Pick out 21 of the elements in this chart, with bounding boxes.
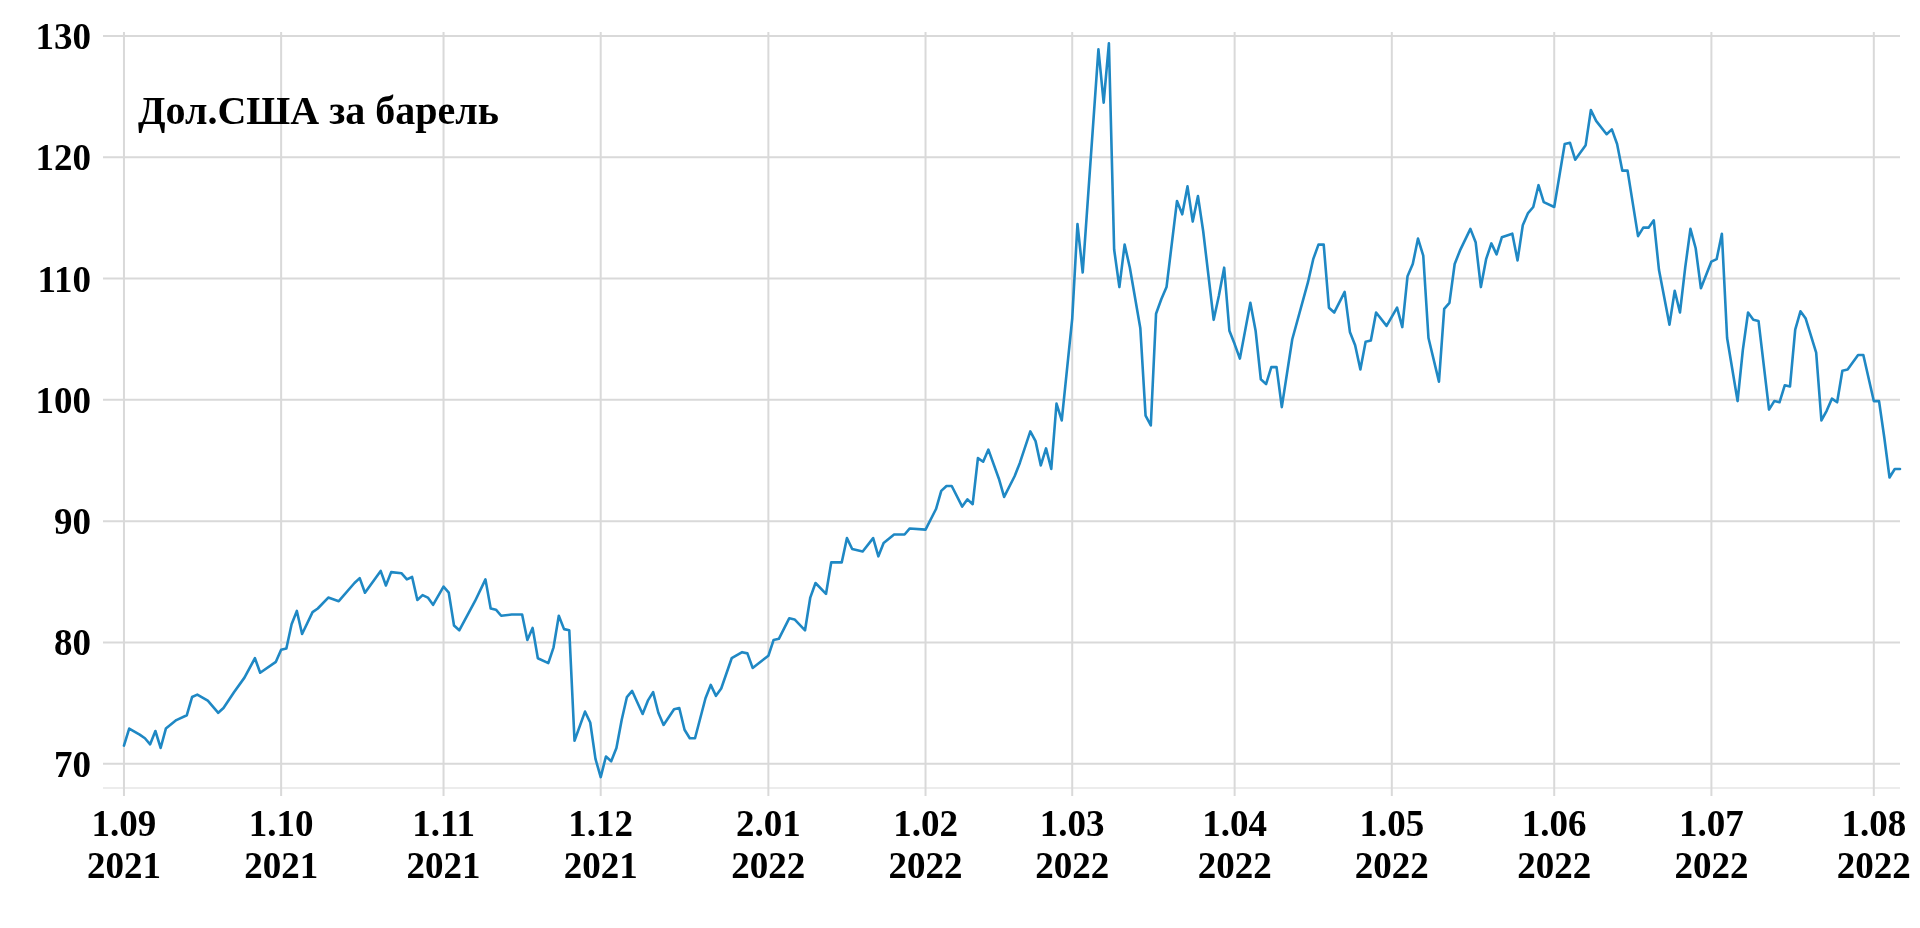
x-tick-label: 1.10 2021 — [244, 803, 319, 886]
y-tick-label: 130 — [35, 15, 91, 57]
x-tick-label: 1.09 2021 — [86, 803, 161, 886]
x-tick-label: 1.08 2022 — [1836, 803, 1911, 886]
x-tick-label: 1.12 2021 — [563, 803, 638, 886]
x-tick-label: 1.02 2022 — [888, 803, 963, 886]
y-tick-label: 110 — [37, 258, 91, 300]
line-series — [122, 41, 1902, 779]
y-tick-label: 120 — [35, 137, 91, 179]
text: Дол.США за барель — [138, 88, 499, 133]
x-tick-label: 2.01 2022 — [731, 803, 806, 886]
x-tick-label: 1.04 2022 — [1197, 803, 1272, 886]
x-tick-label: 1.07 2022 — [1674, 803, 1749, 886]
x-tick-label: 1.03 2022 — [1035, 803, 1110, 886]
y-tick-label: 90 — [54, 501, 91, 543]
x-tick-label: 1.05 2022 — [1354, 803, 1429, 886]
y-tick-label: 100 — [35, 379, 91, 421]
x-tick-label: 1.06 2022 — [1517, 803, 1592, 886]
x-tick-label: 1.11 2021 — [406, 803, 481, 886]
y-tick-label: 80 — [54, 622, 91, 664]
y-tick-label: 70 — [54, 743, 91, 785]
